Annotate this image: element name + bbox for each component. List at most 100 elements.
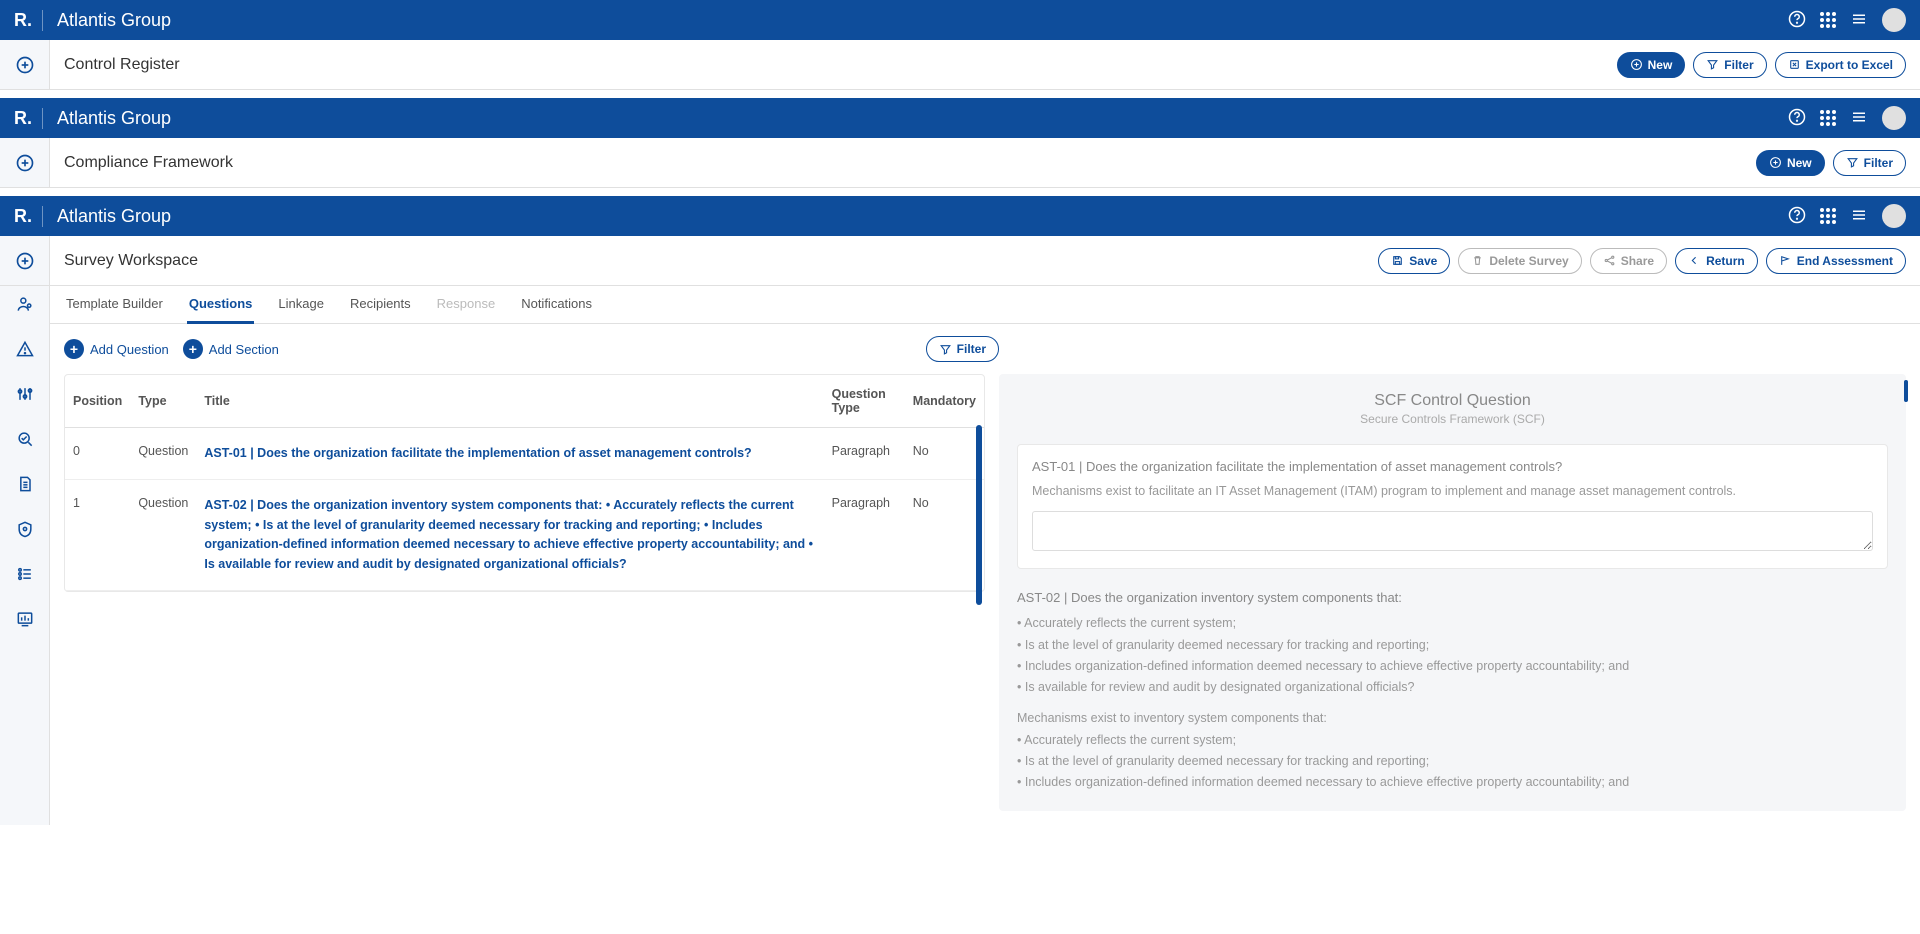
subheader: Compliance Framework New Filter [0,138,1920,188]
user-avatar[interactable] [1882,8,1906,32]
app-logo: R. [14,206,43,227]
scrollbar[interactable] [976,425,982,605]
rail-document-icon[interactable] [15,474,35,497]
cell-mandatory: No [905,428,984,480]
add-question-link[interactable]: + Add Question [64,339,169,359]
table-row[interactable]: 1 Question AST-02 | Does the organizatio… [65,480,984,591]
header-icons [1788,106,1906,130]
end-assessment-button[interactable]: End Assessment [1766,248,1906,274]
apps-grid-icon[interactable] [1820,208,1836,224]
detail-panel: SCF Control Question Secure Controls Fra… [999,374,1906,811]
card-body: Mechanisms exist to facilitate an IT Ass… [1032,482,1873,501]
main-area: Template Builder Questions Linkage Recip… [50,286,1920,825]
tab-template-builder[interactable]: Template Builder [64,296,165,323]
header-bar: R. Atlantis Group [0,196,1920,236]
delete-button[interactable]: Delete Survey [1458,248,1581,274]
rail-list-icon[interactable] [15,564,35,587]
cell-type: Question [130,480,196,591]
header-icons [1788,204,1906,228]
sidebar-add-button[interactable] [0,40,50,89]
tab-questions[interactable]: Questions [187,296,255,324]
cell-title: AST-02 | Does the organization inventory… [196,480,823,591]
toolbar: New Filter [1756,150,1920,176]
rail-dashboard-icon[interactable] [15,609,35,632]
sidebar-add-button[interactable] [0,138,50,187]
subheader: Survey Workspace Save Delete Survey Shar… [0,236,1920,286]
tab-linkage[interactable]: Linkage [276,296,326,323]
user-avatar[interactable] [1882,106,1906,130]
panel-title: SCF Control Question [1017,392,1888,410]
return-button[interactable]: Return [1675,248,1758,274]
question-block: AST-02 | Does the organization inventory… [1017,587,1888,793]
rail-user-icon[interactable] [15,294,35,317]
rail-search-icon[interactable] [15,429,35,452]
help-icon[interactable] [1788,10,1806,31]
col-title: Title [196,375,823,428]
cell-position: 0 [65,428,130,480]
help-icon[interactable] [1788,108,1806,129]
apps-grid-icon[interactable] [1820,12,1836,28]
org-name: Atlantis Group [57,206,1788,227]
col-mandatory: Mandatory [905,375,984,428]
col-position: Position [65,375,130,428]
menu-icon[interactable] [1850,10,1868,31]
export-button-label: Export to Excel [1806,58,1893,72]
share-button[interactable]: Share [1590,248,1667,274]
rail-sliders-icon[interactable] [15,384,35,407]
menu-icon[interactable] [1850,108,1868,129]
subheader: Control Register New Filter Export to Ex… [0,40,1920,90]
cell-mandatory: No [905,480,984,591]
card-title: AST-01 | Does the organization facilitat… [1032,459,1873,474]
bullet: • Is available for review and audit by d… [1017,677,1888,698]
tab-notifications[interactable]: Notifications [519,296,594,323]
return-button-label: Return [1706,254,1745,268]
org-name: Atlantis Group [57,108,1788,129]
add-section-link[interactable]: + Add Section [183,339,279,359]
bullet: • Is at the level of granularity deemed … [1017,635,1888,656]
header-bar: R. Atlantis Group [0,0,1920,40]
cell-qtype: Paragraph [824,480,905,591]
page-title: Control Register [50,56,1617,74]
new-button-label: New [1648,58,1673,72]
plus-icon: + [183,339,203,359]
new-button-label: New [1787,156,1812,170]
actions-row: + Add Question + Add Section Filter [50,324,1920,374]
user-avatar[interactable] [1882,204,1906,228]
apps-grid-icon[interactable] [1820,110,1836,126]
help-icon[interactable] [1788,206,1806,227]
filter-button[interactable]: Filter [1833,150,1906,176]
mech-intro: Mechanisms exist to inventory system com… [1017,708,1888,729]
delete-button-label: Delete Survey [1489,254,1568,268]
export-button[interactable]: Export to Excel [1775,52,1906,78]
page-title: Compliance Framework [50,154,1756,172]
cell-position: 1 [65,480,130,591]
save-button-label: Save [1409,254,1437,268]
bullet: • Is at the level of granularity deemed … [1017,751,1888,772]
filter-questions-button[interactable]: Filter [926,336,999,362]
rail-shield-icon[interactable] [15,519,35,542]
new-button[interactable]: New [1617,52,1686,78]
workspace-body: Template Builder Questions Linkage Recip… [0,286,1920,825]
tab-recipients[interactable]: Recipients [348,296,413,323]
app-logo: R. [14,10,43,31]
bullet: • Accurately reflects the current system… [1017,730,1888,751]
save-button[interactable]: Save [1378,248,1450,274]
tab-response: Response [435,296,498,323]
col-type: Type [130,375,196,428]
block-title: AST-02 | Does the organization inventory… [1017,587,1888,609]
header-icons [1788,8,1906,32]
bullet: • Includes organization-defined informat… [1017,772,1888,793]
share-button-label: Share [1621,254,1654,268]
filter-label: Filter [957,342,986,356]
header-bar: R. Atlantis Group [0,98,1920,138]
cell-qtype: Paragraph [824,428,905,480]
filter-button[interactable]: Filter [1693,52,1766,78]
answer-textarea[interactable] [1032,511,1873,551]
menu-icon[interactable] [1850,206,1868,227]
sidebar-add-button[interactable] [0,236,50,285]
end-assessment-button-label: End Assessment [1797,254,1893,268]
content-split: Position Type Title Question Type Mandat… [50,374,1920,825]
rail-alert-icon[interactable] [15,339,35,362]
table-row[interactable]: 0 Question AST-01 | Does the organizatio… [65,428,984,480]
new-button[interactable]: New [1756,150,1825,176]
